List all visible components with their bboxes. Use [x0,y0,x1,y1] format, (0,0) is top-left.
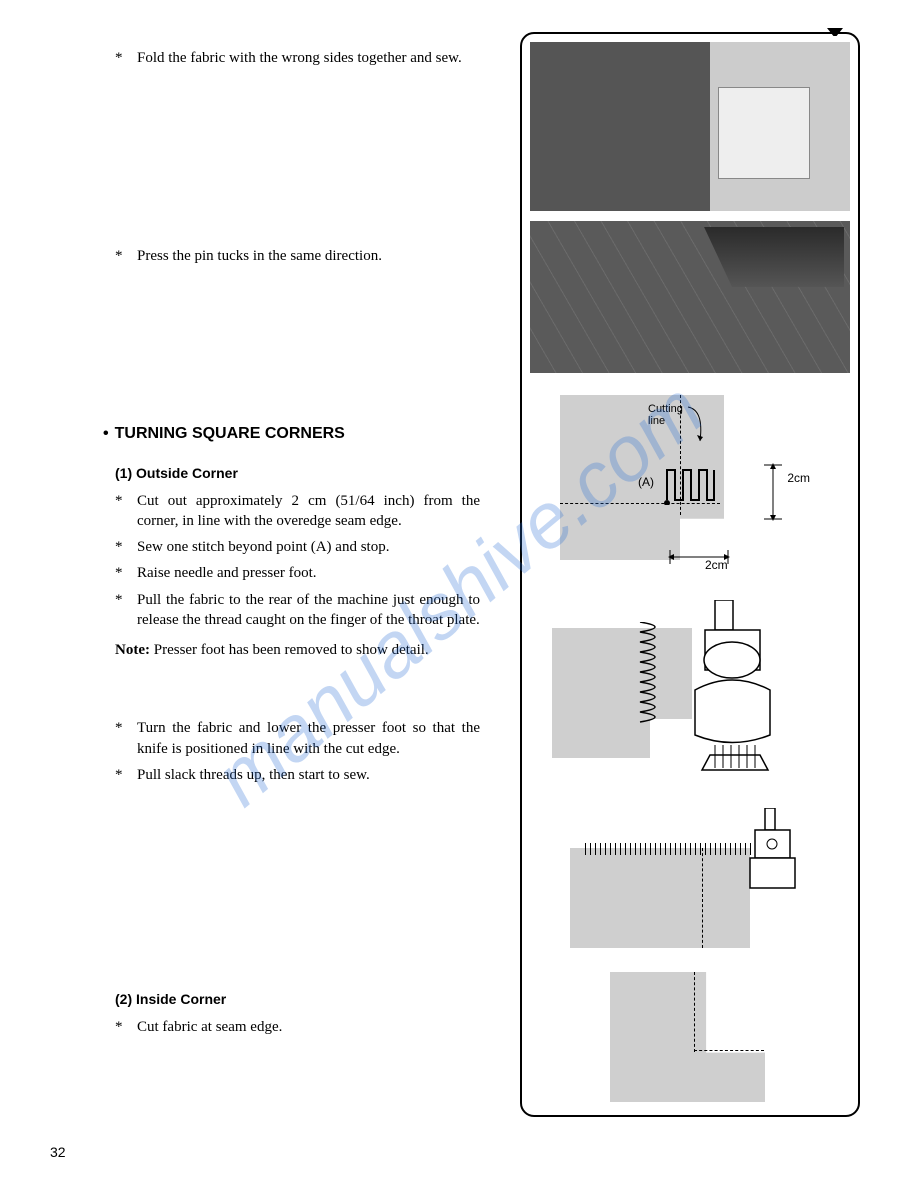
note-text: Presser foot has been removed to show de… [150,642,429,658]
subsection-heading: (2) Inside Corner [115,991,480,1007]
bullet-text: Raise needle and presser foot. [137,563,480,583]
bullet-text: Cut out approximately 2 cm (51/64 inch) … [137,491,480,532]
section-heading: • TURNING SQUARE CORNERS [103,425,480,443]
note-line: Note: Presser foot has been removed to s… [115,640,480,660]
photo-iron-pintucks [530,221,850,373]
subsection-num: (1) [115,465,132,481]
spacer [115,273,480,425]
fabric-shape [570,848,750,948]
overlock-stitch-icon [635,622,675,727]
spacer [115,74,480,246]
dashed-line [694,972,695,1052]
dashed-line [694,1050,764,1051]
heading-text: TURNING SQUARE CORNERS [115,425,345,443]
subsection-label: Outside Corner [136,465,238,481]
bullet-item: * Cut fabric at seam edge. [115,1017,480,1037]
asterisk-icon: * [115,718,137,738]
bullet-text: Press the pin tucks in the same directio… [137,246,480,266]
bullet-item: * Sew one stitch beyond point (A) and st… [115,537,480,557]
dashed-line [702,848,703,948]
text-column: * Fold the fabric with the wrong sides t… [115,48,480,1043]
fabric-shape [610,972,765,1102]
asterisk-icon: * [115,48,137,68]
diagram-cutting-corner: Cutting line (A) 2cm 2cm [530,383,850,578]
asterisk-icon: * [115,491,137,511]
asterisk-icon: * [115,563,137,583]
bullet-item: * Turn the fabric and lower the presser … [115,718,480,759]
bullet-item: * Raise needle and presser foot. [115,563,480,583]
dimension-arrow-icon [764,463,782,521]
asterisk-icon: * [115,537,137,557]
bullet-text: Cut fabric at seam edge. [137,1017,480,1037]
label-text: line [648,415,665,427]
dimension-label: 2cm [705,558,728,572]
subsection-num: (2) [115,991,132,1007]
bullet-text: Turn the fabric and lower the presser fo… [137,718,480,759]
page-number: 32 [50,1144,66,1160]
bullet-text: Fold the fabric with the wrong sides tog… [137,48,480,68]
asterisk-icon: * [115,1017,137,1037]
bullet-text: Pull slack threads up, then start to sew… [137,765,480,785]
bullet-item: * Cut out approximately 2 cm (51/64 inch… [115,491,480,532]
manual-page: * Fold the fabric with the wrong sides t… [0,0,918,1188]
cutting-line-label: Cutting line [648,403,683,427]
bullet-item: * Press the pin tucks in the same direct… [115,246,480,266]
subsection-heading: (1) Outside Corner [115,465,480,481]
stitch-icon [662,465,722,505]
serger-mechanism-icon [675,600,790,775]
diagram-serger-turn [530,588,850,793]
label-text: Cutting [648,403,683,415]
point-a-label: (A) [638,475,654,489]
photo-sewing-machine [530,42,850,211]
arrow-icon [686,405,712,445]
bullet-item: * Pull slack threads up, then start to s… [115,765,480,785]
bullet-text: Sew one stitch beyond point (A) and stop… [137,537,480,557]
diagram-continue-sew [530,803,850,958]
spacer [115,660,480,718]
note-label: Note: [115,642,150,658]
dimension-label: 2cm [787,471,810,485]
subsection-label: Inside Corner [136,991,226,1007]
presser-foot-icon [745,808,800,893]
bullet-text: Pull the fabric to the rear of the machi… [137,590,480,631]
bullet-item: * Pull the fabric to the rear of the mac… [115,590,480,631]
bullet-item: * Fold the fabric with the wrong sides t… [115,48,480,68]
diagram-inside-corner [530,972,850,1107]
bullet-dot-icon: • [103,425,109,443]
asterisk-icon: * [115,590,137,610]
asterisk-icon: * [115,246,137,266]
figure-column: Cutting line (A) 2cm 2cm [520,32,860,1117]
asterisk-icon: * [115,765,137,785]
spacer [115,791,480,991]
